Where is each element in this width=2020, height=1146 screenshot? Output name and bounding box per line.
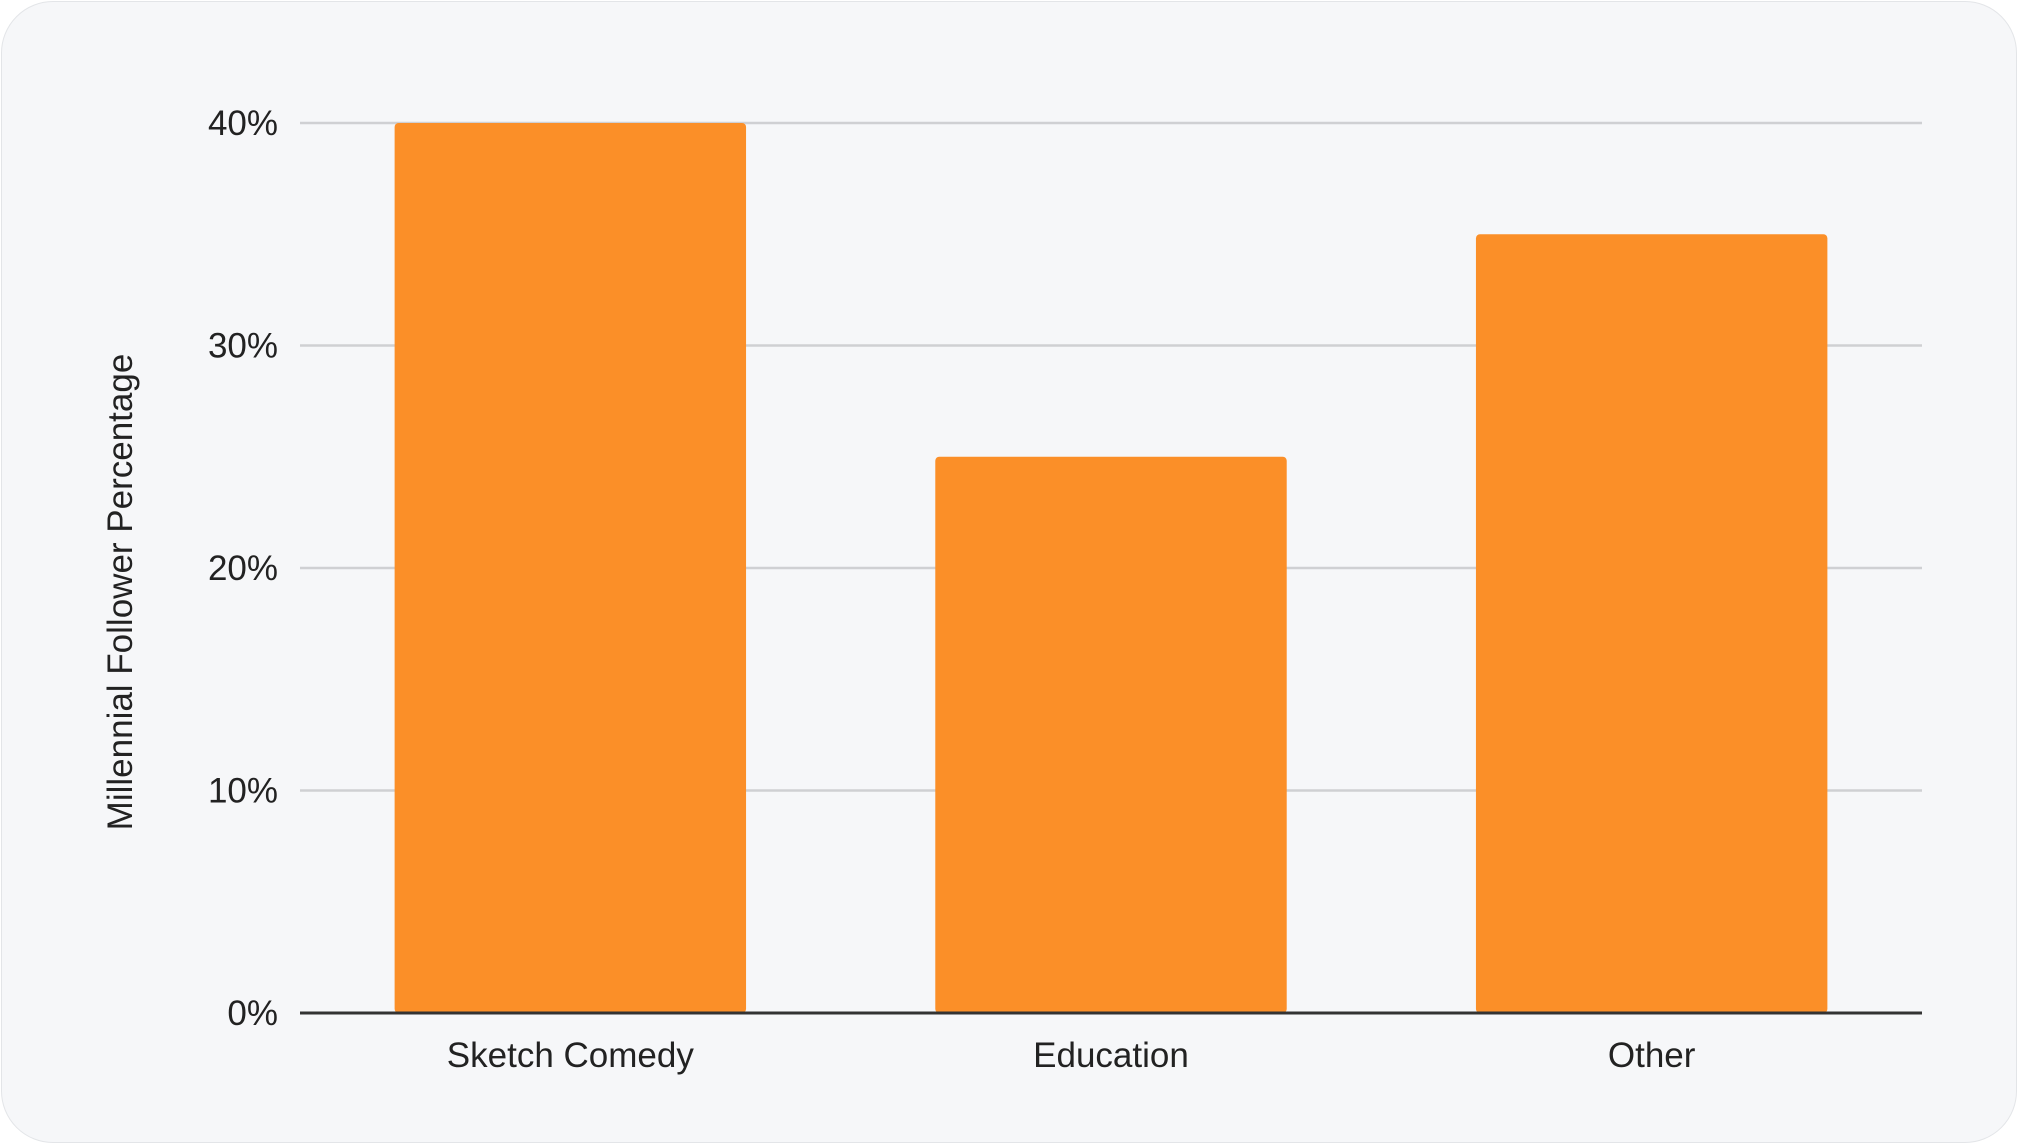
y-tick-label: 40% xyxy=(208,104,278,143)
y-tick-label: 30% xyxy=(208,327,278,366)
y-tick-label: 10% xyxy=(208,772,278,811)
bar xyxy=(1475,234,1828,1013)
x-tick-label: Education xyxy=(1033,1036,1189,1075)
x-tick-label: Sketch Comedy xyxy=(447,1036,695,1075)
bars xyxy=(394,123,1828,1013)
y-tick-labels: 0% 10% 20% 30% 40% xyxy=(208,104,278,1033)
y-tick-label: 20% xyxy=(208,549,278,588)
bar xyxy=(935,456,1287,1013)
bar xyxy=(394,123,747,1013)
x-tick-labels: Sketch Comedy Education Other xyxy=(447,1036,1696,1075)
y-tick-label: 0% xyxy=(227,994,278,1033)
x-tick-label: Other xyxy=(1608,1036,1696,1075)
y-axis-title: Millennial Follower Percentage xyxy=(101,354,140,831)
